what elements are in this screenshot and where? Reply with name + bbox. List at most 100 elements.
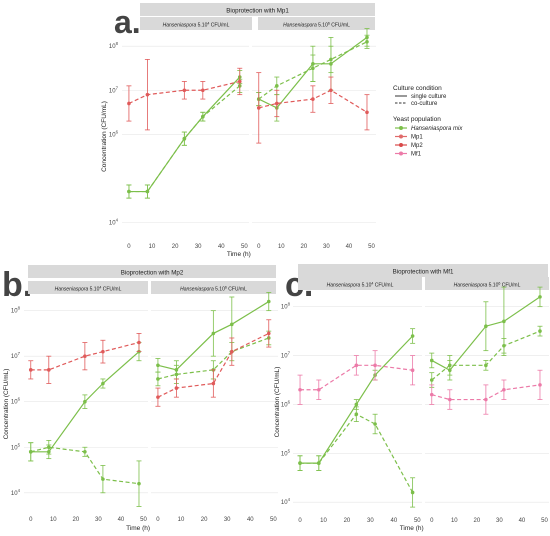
- panel-title: Bioprotection with Mf1: [393, 269, 454, 276]
- legend-label-mf1: Mf1: [411, 152, 422, 158]
- data-point: [275, 84, 279, 88]
- panel-0: a. Bioprotection with Mp1 Hanseniaspora 5.…: [101, 3, 376, 258]
- x-tick-label: 50: [541, 518, 548, 524]
- y-tick-label: 108: [109, 41, 119, 50]
- data-point: [230, 349, 234, 354]
- legend-condition-title: Culture condition: [393, 85, 442, 92]
- facet-label: Hanseniaspora 5.106 CFU/mL: [454, 282, 521, 289]
- data-point: [373, 422, 377, 426]
- legend-swatch-point: [399, 126, 403, 130]
- data-point: [410, 368, 415, 373]
- y-tick-label: 106: [109, 129, 119, 138]
- y-axis-label: Concentration (CFU/mL): [3, 369, 10, 440]
- series-line-red-co: [30, 341, 140, 371]
- facet-strip: [298, 277, 422, 290]
- legend-label-mp2: Mp2: [411, 143, 423, 149]
- panel-letter: b.: [2, 266, 32, 304]
- legend-label-single: single culture: [411, 94, 447, 100]
- x-axis-label: Time (h): [126, 525, 150, 532]
- title-strip: [28, 265, 276, 278]
- y-tick-label: 107: [11, 351, 21, 360]
- x-tick-label: 10: [278, 244, 285, 250]
- data-point: [101, 477, 105, 481]
- x-tick-label: 40: [391, 518, 398, 524]
- x-tick-label: 40: [218, 244, 225, 250]
- facet-label: Hanseniaspora 5.106 CFU/mL: [283, 22, 350, 29]
- series-line-mix-co: [258, 41, 368, 100]
- data-point: [410, 334, 415, 338]
- x-tick-label: 50: [414, 518, 421, 524]
- data-point: [47, 445, 51, 450]
- data-point: [502, 343, 506, 348]
- panel-letter: a.: [114, 4, 141, 40]
- data-point: [201, 88, 205, 93]
- x-tick-label: 10: [178, 517, 185, 523]
- y-tick-label: 104: [281, 497, 291, 506]
- y-axis-label: Concentration (CFU/mL): [101, 101, 108, 172]
- data-point: [298, 387, 302, 392]
- data-point: [127, 189, 131, 194]
- data-point: [502, 319, 506, 324]
- series-line-red-co: [128, 80, 240, 105]
- facet-strip: [151, 281, 276, 294]
- x-tick-label: 20: [201, 517, 208, 523]
- facet-strip: [140, 17, 252, 30]
- data-point: [448, 397, 452, 402]
- x-axis-label: Time (h): [227, 251, 251, 258]
- y-tick-label: 104: [109, 217, 119, 226]
- legend-swatch-point: [399, 151, 403, 156]
- data-point: [83, 399, 87, 404]
- data-point: [311, 97, 315, 101]
- x-tick-label: 0: [29, 517, 33, 523]
- x-tick-label: 30: [195, 244, 202, 250]
- title-strip: [140, 3, 375, 16]
- data-point: [266, 331, 271, 336]
- data-point: [174, 372, 179, 377]
- data-point: [410, 490, 415, 495]
- x-tick-label: 50: [270, 517, 277, 523]
- x-tick-label: 30: [224, 517, 231, 523]
- data-point: [365, 40, 369, 44]
- series-line-pink-co: [300, 364, 413, 391]
- panel-title: Bioprotection with Mp2: [121, 270, 184, 277]
- data-point: [317, 387, 321, 392]
- data-point: [156, 377, 160, 381]
- data-point: [429, 392, 434, 397]
- y-tick-label: 107: [281, 351, 291, 360]
- data-point: [317, 461, 321, 465]
- facet-plot-1: 0 10 20 30 40 50: [425, 286, 549, 524]
- data-point: [182, 88, 187, 93]
- data-point: [211, 381, 216, 386]
- legend-swatch-point: [399, 143, 403, 147]
- x-tick-label: 50: [140, 517, 147, 523]
- data-point: [201, 114, 205, 119]
- x-tick-label: 40: [519, 518, 526, 524]
- legend: Culture condition single cultureco-cultur…: [393, 85, 463, 158]
- data-point: [83, 354, 87, 358]
- data-point: [538, 383, 542, 387]
- data-point: [429, 378, 434, 382]
- data-point: [538, 329, 542, 333]
- series-line-red-co: [157, 332, 270, 398]
- data-point: [354, 412, 359, 417]
- data-point: [28, 450, 33, 454]
- data-point: [174, 386, 179, 390]
- data-point: [275, 101, 279, 106]
- data-point: [28, 368, 33, 372]
- y-tick-label: 108: [11, 306, 21, 315]
- data-point: [484, 397, 488, 402]
- x-tick-label: 20: [344, 518, 351, 524]
- y-tick-label: 105: [281, 448, 291, 457]
- legend-population-title: Yeast population: [393, 116, 441, 123]
- x-tick-label: 0: [298, 518, 302, 524]
- y-tick-label: 107: [109, 85, 119, 94]
- data-point: [354, 363, 359, 368]
- x-tick-label: 30: [95, 517, 102, 523]
- x-tick-label: 40: [346, 244, 353, 250]
- data-point: [484, 363, 488, 368]
- data-point: [311, 66, 315, 71]
- data-point: [156, 395, 160, 399]
- x-tick-label: 20: [73, 517, 80, 523]
